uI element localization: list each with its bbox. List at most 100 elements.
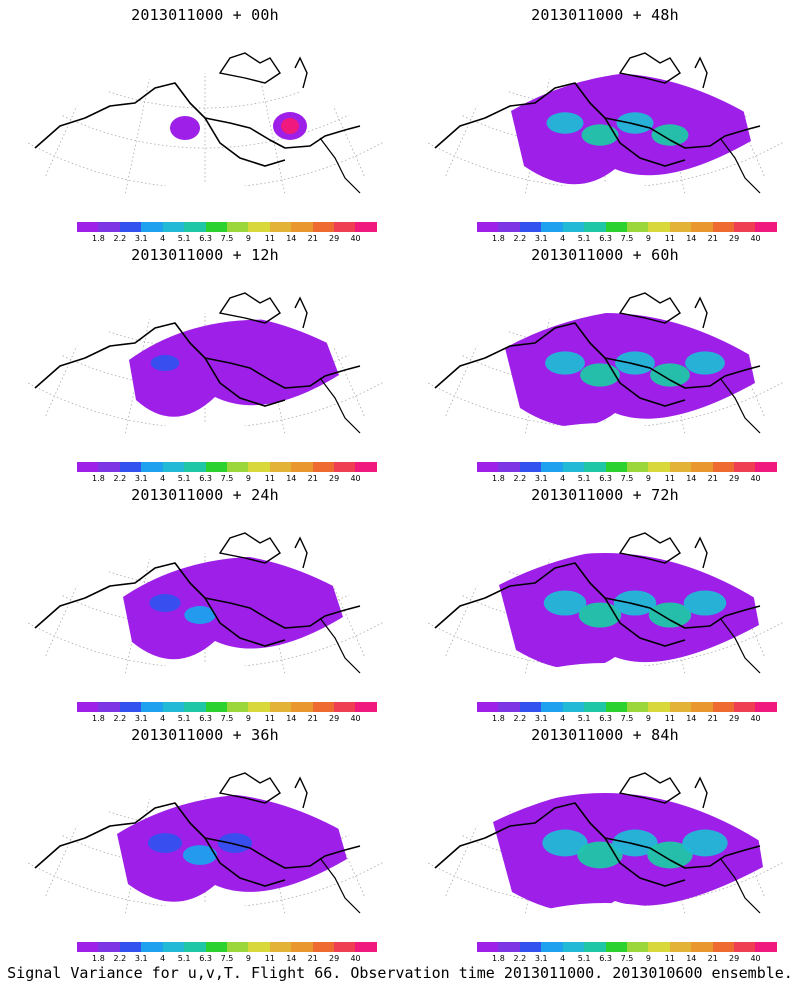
colorbar-swatch [141,222,163,232]
colorbar-swatch [162,222,185,232]
colorbar-swatch [355,702,377,712]
meridian-gridline [25,73,59,159]
coastline [294,776,308,809]
variance-blob [542,829,588,857]
colorbar-tick-label: 7.5 [220,474,234,483]
variance-blob [648,602,692,628]
colorbar [77,702,377,712]
colorbar-tick-label: 3.1 [134,474,148,483]
polar-map [25,772,385,938]
colorbar-tick-label: 29 [729,234,740,243]
colorbar-tick-label: 6.3 [599,714,612,723]
variance-blob [616,112,654,134]
colorbar-tick-label: 4 [560,234,566,243]
map-panel: 2013011000 + 48h 1.8 2.2 3.1 4 5.1 6.3 7.5 9 11 14… [415,0,795,243]
colorbar-tick-label: 40 [750,474,761,483]
variance-blob [581,124,619,146]
variance-blob [123,556,343,660]
colorbar-swatch [291,222,313,232]
colorbar-swatch [77,462,99,472]
colorbar-swatch [734,702,756,712]
colorbar-tick-label: 40 [350,714,361,723]
panel-title: 2013011000 + 36h [131,726,279,744]
variance-blob [682,829,728,857]
colorbar-tick-label: 9 [645,234,651,243]
colorbar-swatch [119,702,142,712]
colorbar-swatch [498,702,520,712]
coastline [604,357,686,407]
colorbar-swatch [98,462,120,472]
variance-blob [129,319,339,417]
meridian-gridline [306,553,377,682]
colorbar-labels: 1.8 2.2 3.1 4 5.1 6.3 7.5 9 11 14 21 29 40 [477,234,777,244]
colorbar-tick-label: 5.1 [577,234,591,243]
colorbar-swatch [691,462,713,472]
colorbar-tick-label: 11 [264,954,275,963]
colorbar-tick-label: 21 [307,474,318,483]
coastline [319,617,361,674]
variance-field [505,313,755,427]
latitude-gridline [415,28,795,68]
colorbar-swatch [541,702,563,712]
colorbar-swatch [562,462,585,472]
colorbar-swatch [141,702,163,712]
panel-title: 2013011000 + 12h [131,246,279,264]
meridian-gridline [117,73,154,218]
colorbar-tick-label: 29 [729,714,740,723]
colorbar-swatch [541,222,563,232]
colorbar-tick-label: 2.2 [513,714,527,723]
colorbar-tick-label: 21 [707,714,718,723]
colorbar-swatch [669,222,692,232]
colorbar-tick-label: 21 [707,234,718,243]
meridian-gridline [415,268,419,339]
coastline [204,837,286,887]
colorbar-swatch [355,462,377,472]
colorbar-swatch [355,942,377,952]
colorbar-swatch [205,942,227,952]
colorbar-swatch [269,702,292,712]
latitude-gridline [415,268,795,308]
colorbar-swatch [184,222,206,232]
colorbar [477,702,777,712]
colorbar-tick-label: 7.5 [620,234,634,243]
colorbar-tick-label: 1.8 [92,714,105,723]
colorbar-tick-label: 4 [160,474,166,483]
colorbar-swatch [248,222,270,232]
colorbar [77,942,377,952]
variance-blob [615,351,655,375]
colorbar-swatch [162,462,185,472]
colorbar-tick-label: 40 [750,234,761,243]
meridian-gridline [791,508,795,579]
colorbar-tick-label: 2.2 [513,234,527,243]
colorbar-swatch [355,222,377,232]
variance-blob [647,841,693,869]
variance-blob [281,118,299,134]
polar-map [425,508,795,698]
colorbar-swatch [734,942,756,952]
colorbar-tick-label: 9 [645,954,651,963]
colorbar-swatch [669,702,692,712]
variance-blob [580,363,620,387]
colorbar-swatch [77,222,99,232]
colorbar-swatch [712,702,735,712]
colorbar-swatch [626,942,649,952]
colorbar-swatch [119,222,142,232]
colorbar-tick-label: 6.3 [199,474,212,483]
colorbar-tick-label: 9 [245,954,251,963]
colorbar-tick-label: 3.1 [534,714,548,723]
variance-blob [685,351,725,375]
variance-field [493,793,763,913]
colorbar-swatch [141,942,163,952]
colorbar-labels: 1.8 2.2 3.1 4 5.1 6.3 7.5 9 11 14 21 29 40 [77,474,377,484]
colorbar-tick-label: 4 [160,954,166,963]
colorbar-tick-label: 9 [645,474,651,483]
coastline [319,377,361,434]
colorbar-swatch [584,462,606,472]
coastline [204,117,286,167]
map-panel: 2013011000 + 60h 1.8 2.2 3.1 4 5.1 6.3 7.5 9 11 14… [415,240,795,483]
coastline [694,296,708,329]
colorbar-tick-label: 5.1 [177,714,191,723]
colorbar-swatch [648,462,670,472]
colorbar-tick-label: 40 [350,474,361,483]
colorbar-labels: 1.8 2.2 3.1 4 5.1 6.3 7.5 9 11 14 21 29 40 [477,714,777,724]
